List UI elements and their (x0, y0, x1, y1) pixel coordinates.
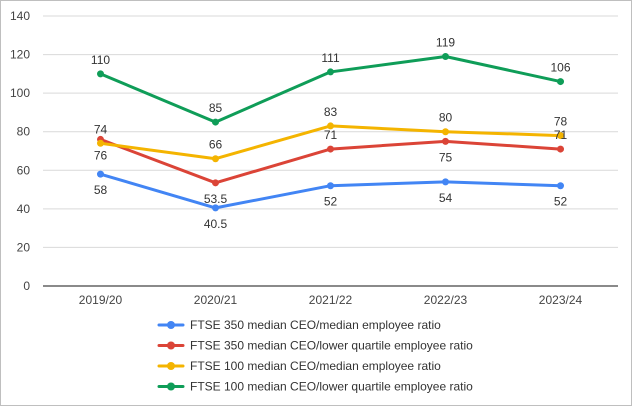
data-label: 119 (436, 36, 455, 50)
data-point (557, 145, 564, 153)
data-label: 58 (94, 183, 108, 197)
x-tick-label: 2022/23 (424, 293, 468, 307)
data-label: 83 (324, 105, 338, 119)
data-point (442, 178, 449, 186)
data-label: 66 (209, 138, 223, 152)
legend: FTSE 350 median CEO/median employee rati… (157, 318, 473, 394)
y-tick-label: 120 (10, 48, 30, 62)
x-axis: 2019/20 2020/21 2021/22 2022/23 2023/24 (79, 293, 583, 307)
y-axis: 0 20 40 60 80 100 120 140 (10, 9, 30, 293)
data-label: 40.5 (204, 217, 228, 231)
y-tick-label: 0 (23, 279, 30, 293)
data-label: 74 (94, 122, 108, 136)
legend-item: FTSE 350 median CEO/lower quartile emplo… (157, 339, 473, 353)
gridlines (43, 15, 618, 287)
data-label: 85 (209, 101, 223, 115)
data-point (97, 139, 104, 147)
y-tick-label: 140 (10, 9, 30, 23)
y-tick-label: 100 (10, 86, 30, 100)
legend-item: FTSE 100 median CEO/median employee rati… (157, 359, 441, 373)
legend-swatch-marker (167, 341, 175, 350)
legend-swatch-marker (167, 362, 175, 370)
data-label: 52 (324, 195, 338, 209)
data-point (212, 204, 219, 212)
data-point (212, 155, 219, 163)
legend-item: FTSE 350 median CEO/median employee rati… (157, 318, 441, 332)
data-point (212, 179, 219, 187)
data-label: 76 (94, 148, 108, 162)
data-label: 110 (91, 53, 110, 67)
data-label: 111 (321, 51, 340, 65)
y-tick-label: 20 (17, 240, 31, 254)
data-label: 106 (550, 61, 570, 75)
data-label: 52 (554, 195, 568, 209)
data-label: 80 (439, 111, 453, 125)
data-point (442, 128, 449, 136)
data-point (327, 122, 334, 130)
data-label: 71 (554, 128, 568, 142)
data-point (327, 182, 334, 190)
x-tick-label: 2023/24 (539, 293, 583, 307)
y-tick-label: 60 (17, 163, 31, 177)
data-labels: 58 40.5 52 54 52 76 53.5 71 75 71 74 66 83 80 78 110 85 1… (91, 36, 571, 231)
legend-label: FTSE 350 median CEO/lower quartile emplo… (190, 339, 473, 353)
legend-swatch-marker (167, 321, 175, 329)
legend-label: FTSE 100 median CEO/lower quartile emplo… (190, 380, 473, 394)
data-label: 78 (554, 115, 568, 129)
data-point (97, 70, 104, 78)
y-tick-label: 40 (17, 202, 31, 216)
data-point (557, 78, 564, 86)
data-point (212, 118, 219, 126)
x-tick-label: 2019/20 (79, 293, 123, 307)
data-point (327, 68, 334, 76)
data-label: 75 (439, 150, 453, 164)
data-label: 53.5 (204, 192, 228, 206)
legend-label: FTSE 350 median CEO/median employee rati… (190, 318, 441, 332)
y-tick-label: 80 (17, 125, 31, 139)
data-label: 71 (324, 128, 338, 142)
data-point (442, 137, 449, 145)
legend-item: FTSE 100 median CEO/lower quartile emplo… (157, 380, 473, 394)
x-tick-label: 2021/22 (309, 293, 353, 307)
data-point (557, 132, 564, 140)
data-point (557, 182, 564, 190)
data-label: 54 (439, 191, 453, 205)
x-tick-label: 2020/21 (194, 293, 238, 307)
series-points (97, 53, 564, 212)
legend-label: FTSE 100 median CEO/median employee rati… (190, 359, 441, 373)
legend-swatch-marker (167, 382, 175, 391)
data-point (97, 170, 104, 178)
data-point (442, 53, 449, 60)
data-point (327, 145, 334, 153)
